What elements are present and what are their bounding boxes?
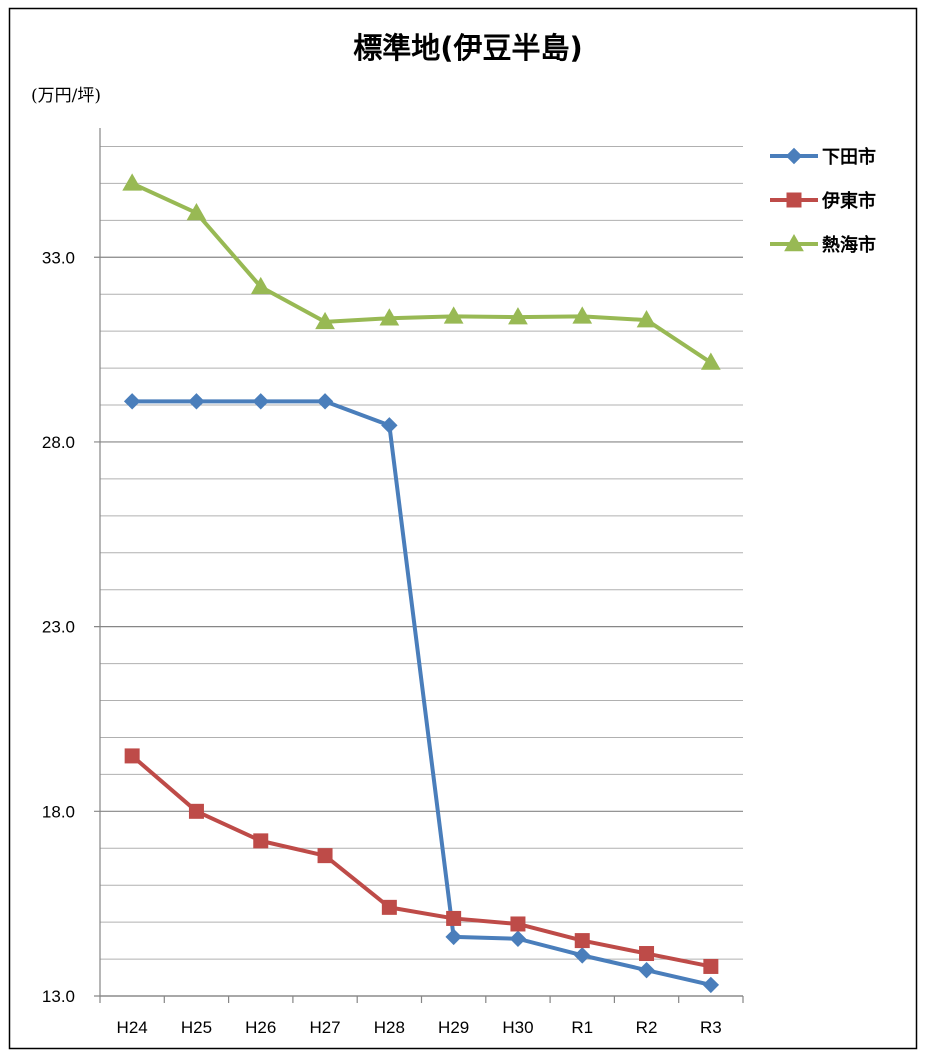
data-point-diamond xyxy=(785,147,803,165)
data-point-diamond xyxy=(638,961,655,979)
data-point-triangle xyxy=(122,173,143,191)
data-point-square xyxy=(381,899,397,915)
y-tick-label: 18.0 xyxy=(42,802,75,821)
chart-title: 標準地(伊豆半島) xyxy=(353,31,583,65)
grid-layer xyxy=(94,145,743,997)
data-point-diamond xyxy=(188,393,205,410)
x-tick-label: R3 xyxy=(700,1018,722,1037)
data-point-triangle xyxy=(250,276,271,295)
legend-label: 伊東市 xyxy=(821,190,876,212)
data-point-diamond xyxy=(702,976,720,994)
series-diamond xyxy=(123,393,720,994)
y-tick-label: 13.0 xyxy=(42,987,75,1006)
data-point-triangle xyxy=(784,233,804,252)
legend-item: 熱海市 xyxy=(770,233,876,256)
data-point-square xyxy=(188,803,204,819)
data-point-diamond xyxy=(574,947,591,964)
series-line xyxy=(131,181,712,365)
x-tick-label: H27 xyxy=(309,1018,340,1037)
legend-label: 下田市 xyxy=(822,146,876,168)
data-point-square xyxy=(786,192,802,208)
x-tick-label: H29 xyxy=(438,1018,469,1037)
data-point-triangle xyxy=(572,306,593,324)
y-tick-label: 23.0 xyxy=(42,618,75,637)
data-point-square xyxy=(253,833,269,849)
data-point-square xyxy=(510,916,526,932)
series-layer xyxy=(122,173,721,994)
x-tick-label: H30 xyxy=(502,1018,533,1037)
series-square xyxy=(124,748,719,974)
data-point-triangle xyxy=(508,307,528,325)
data-point-triangle xyxy=(636,310,657,328)
legend-label: 熱海市 xyxy=(822,234,876,256)
x-tick-label: H24 xyxy=(117,1018,148,1037)
data-point-diamond xyxy=(381,417,398,434)
series-line xyxy=(132,399,712,987)
chart-border xyxy=(8,7,918,1050)
data-point-square xyxy=(317,848,333,864)
data-point-triangle xyxy=(315,311,335,330)
x-tick-label: R2 xyxy=(636,1018,658,1037)
data-point-diamond xyxy=(509,930,527,947)
data-point-square xyxy=(574,933,590,949)
legend-item: 伊東市 xyxy=(770,190,876,212)
x-tick-label: H26 xyxy=(245,1018,276,1037)
data-point-diamond xyxy=(252,393,269,410)
data-point-square xyxy=(446,910,462,926)
data-point-diamond xyxy=(123,393,141,410)
data-point-square xyxy=(639,946,655,962)
data-point-triangle xyxy=(186,202,207,221)
y-tick-label: 33.0 xyxy=(42,248,75,267)
axis-layer: 13.0 18.0 23.0 28.0 33.0 H24 H25 H26 H27 H28 H29 H3… xyxy=(42,128,744,1037)
legend-item: 下田市 xyxy=(770,146,876,168)
series-line xyxy=(130,754,712,969)
x-tick-label: H28 xyxy=(374,1018,405,1037)
data-point-triangle xyxy=(700,352,721,370)
data-point-square xyxy=(124,748,140,764)
y-unit-label: (万円/坪) xyxy=(31,86,101,106)
data-point-diamond xyxy=(316,393,334,410)
data-point-diamond xyxy=(445,928,462,946)
data-point-triangle xyxy=(379,308,400,326)
data-point-square xyxy=(703,958,719,974)
x-tick-label: H25 xyxy=(181,1018,212,1037)
x-tick-label: R1 xyxy=(571,1018,593,1037)
data-point-triangle xyxy=(443,306,464,324)
series-triangle xyxy=(122,173,721,370)
y-tick-label: 28.0 xyxy=(42,433,75,452)
